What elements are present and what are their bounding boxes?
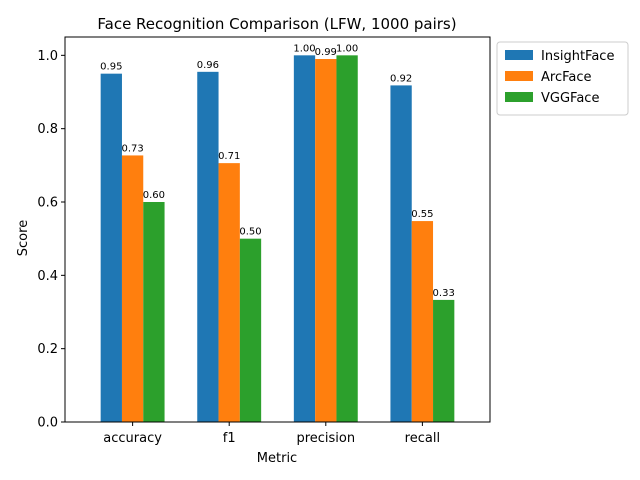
bar-accuracy-insightface bbox=[100, 73, 122, 423]
plot-area: 0.95 0.96 1.00 0.92 0.73 0.71 0.99 0.55 0.60 0.50… bbox=[37, 36, 491, 446]
bar-precision-arcface bbox=[315, 59, 337, 422]
x-tick-label: f1 bbox=[223, 431, 236, 446]
bar-f1-insightface bbox=[197, 71, 219, 422]
bar-precision-vggface bbox=[336, 55, 358, 422]
y-tick-label: 0.4 bbox=[37, 269, 58, 284]
y-tick-label: 1.0 bbox=[37, 49, 58, 64]
bar-recall-insightface bbox=[390, 85, 412, 423]
bar-value-label: 0.99 bbox=[315, 47, 337, 58]
bar-precision-insightface bbox=[293, 55, 316, 422]
legend-swatch bbox=[505, 50, 533, 60]
legend-swatch bbox=[505, 71, 533, 81]
bar-value-label: 0.96 bbox=[197, 60, 219, 71]
y-tick-label: 0.2 bbox=[37, 342, 58, 357]
bar-accuracy-vggface bbox=[143, 202, 165, 422]
bar-value-label: 0.60 bbox=[143, 190, 165, 201]
y-tick-label: 0.8 bbox=[37, 122, 58, 137]
bar-f1-arcface bbox=[218, 163, 240, 422]
bar-accuracy-arcface bbox=[121, 155, 144, 422]
y-tick-label: 0.0 bbox=[37, 416, 58, 431]
bar-f1-vggface bbox=[239, 238, 262, 422]
x-tick-label: recall bbox=[405, 431, 440, 446]
bar-value-label: 0.55 bbox=[411, 209, 433, 220]
legend-swatch bbox=[505, 92, 533, 102]
y-tick-label: 0.6 bbox=[37, 196, 58, 211]
legend-label: ArcFace bbox=[541, 70, 592, 85]
bar-recall-arcface bbox=[411, 221, 434, 422]
legend: InsightFace ArcFace VGGFace bbox=[496, 41, 629, 116]
bar-value-label: 0.95 bbox=[100, 62, 122, 73]
chart-title: Face Recognition Comparison (LFW, 1000 p… bbox=[97, 15, 456, 33]
x-tick-label: precision bbox=[296, 431, 355, 446]
bar-value-label: 0.73 bbox=[121, 143, 143, 154]
y-axis-title: Score bbox=[16, 220, 31, 256]
bar-value-label: 1.00 bbox=[336, 43, 358, 54]
bar-value-label: 1.00 bbox=[293, 43, 315, 54]
x-axis-title: Metric bbox=[257, 451, 297, 466]
legend-label: VGGFace bbox=[541, 91, 599, 106]
legend-label: InsightFace bbox=[541, 49, 614, 64]
bar-recall-vggface bbox=[433, 299, 455, 422]
x-tick-label: accuracy bbox=[103, 431, 162, 446]
bar-value-label: 0.71 bbox=[218, 151, 240, 162]
bar-value-label: 0.92 bbox=[390, 73, 412, 84]
plot-frame bbox=[64, 36, 491, 423]
bar-value-label: 0.50 bbox=[239, 227, 261, 238]
bar-value-label: 0.33 bbox=[433, 288, 455, 299]
